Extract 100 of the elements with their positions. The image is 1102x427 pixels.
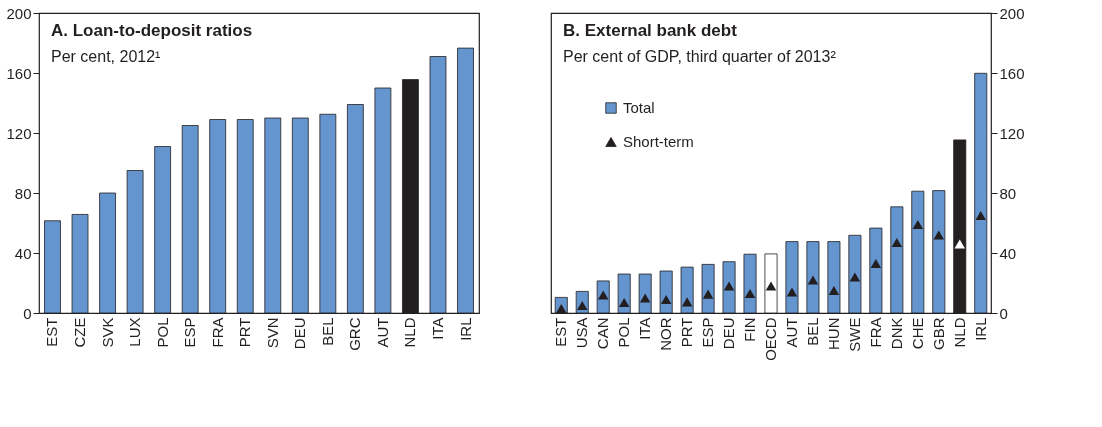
x-tick-label: NLD bbox=[950, 317, 968, 348]
bar bbox=[806, 241, 820, 314]
point bbox=[660, 294, 672, 305]
y2-tick-label: 0 bbox=[999, 304, 1008, 322]
point bbox=[744, 288, 756, 299]
x-tick-label: AUT bbox=[782, 317, 800, 348]
x-tick-label: POL bbox=[615, 317, 633, 348]
x-tick-label: GRC bbox=[346, 317, 364, 351]
bar bbox=[346, 104, 364, 314]
bar bbox=[953, 139, 967, 314]
point bbox=[828, 285, 840, 296]
x-tick-label: BEL bbox=[803, 317, 821, 346]
bar bbox=[827, 241, 841, 314]
bar bbox=[291, 117, 309, 314]
x-tick-label: SVK bbox=[98, 317, 116, 348]
y-tick-label: 120 bbox=[6, 124, 32, 142]
y-tick-label: 40 bbox=[14, 244, 32, 262]
x-tick-label: SVN bbox=[263, 317, 281, 349]
x-tick-label: BEL bbox=[318, 317, 336, 346]
point bbox=[891, 237, 903, 248]
x-tick-label: DEU bbox=[291, 317, 309, 350]
point bbox=[954, 239, 965, 249]
point bbox=[933, 230, 945, 240]
legend-label: Short-term bbox=[623, 133, 694, 150]
point bbox=[723, 281, 735, 291]
chart-title: B. External bank debt bbox=[563, 21, 738, 40]
bar bbox=[236, 119, 254, 314]
x-tick-label: ITA bbox=[636, 317, 654, 340]
bar bbox=[764, 253, 778, 314]
bar bbox=[264, 117, 282, 314]
bar bbox=[890, 206, 904, 314]
x-tick-label: EST bbox=[552, 317, 570, 347]
text: Per cent of GDP, third quarter of 2013² bbox=[563, 48, 837, 65]
x-tick-label: FRA bbox=[208, 317, 226, 348]
x-tick-label: NOR bbox=[657, 317, 675, 351]
bar bbox=[869, 227, 883, 314]
bar bbox=[154, 146, 172, 314]
bar bbox=[429, 56, 447, 314]
y2-tick-label: 80 bbox=[999, 184, 1017, 202]
bar bbox=[126, 170, 144, 314]
bar bbox=[181, 125, 199, 314]
x-tick-label: AUT bbox=[373, 317, 391, 348]
point bbox=[702, 289, 714, 299]
chart-title: A. Loan-to-deposit ratios bbox=[51, 21, 253, 40]
x-tick-label: SWE bbox=[845, 317, 863, 352]
y-tick-label: 200 bbox=[6, 4, 32, 22]
x-tick-label: POL bbox=[153, 317, 171, 348]
x-tick-label: ITA bbox=[428, 317, 446, 340]
x-tick-label: USA bbox=[573, 317, 591, 349]
bar bbox=[974, 72, 988, 314]
y-tick-label: 80 bbox=[14, 184, 32, 202]
y2-tick-label: 120 bbox=[999, 124, 1025, 142]
bar bbox=[99, 192, 116, 314]
bar bbox=[374, 87, 392, 314]
y-tick-label: 0 bbox=[23, 304, 32, 322]
x-tick-label: GBR bbox=[929, 317, 947, 351]
bar bbox=[44, 220, 61, 314]
x-tick-label: FRA bbox=[866, 317, 884, 348]
x-tick-label: HUN bbox=[824, 317, 842, 350]
bar bbox=[722, 261, 736, 314]
x-tick-label: NLD bbox=[401, 317, 419, 348]
x-tick-label: ESP bbox=[699, 317, 717, 348]
x-tick-label: CAN bbox=[594, 317, 612, 350]
x-tick-label: OECD bbox=[762, 317, 779, 361]
bar bbox=[743, 253, 757, 314]
point bbox=[765, 281, 777, 291]
x-tick-label: FIN bbox=[741, 317, 759, 342]
point bbox=[870, 258, 882, 269]
bar bbox=[701, 264, 715, 314]
bar bbox=[659, 270, 673, 314]
bar bbox=[932, 190, 946, 314]
y-tick-label: 160 bbox=[6, 64, 32, 82]
bar bbox=[848, 234, 862, 314]
point bbox=[912, 219, 924, 230]
y2-tick-label: 160 bbox=[999, 64, 1025, 82]
point bbox=[975, 210, 986, 221]
bar bbox=[209, 119, 227, 314]
x-tick-label: CZE bbox=[71, 317, 89, 348]
x-tick-label: PRT bbox=[236, 317, 254, 348]
x-tick-label: EST bbox=[43, 317, 61, 347]
point bbox=[849, 272, 861, 282]
x-tick-label: IRL bbox=[971, 317, 989, 341]
bar bbox=[71, 214, 89, 314]
bar bbox=[319, 113, 337, 314]
x-tick-label: DNK bbox=[887, 317, 905, 350]
legend-label: Total bbox=[623, 99, 655, 116]
x-tick-label: DEU bbox=[720, 317, 738, 350]
text: Per cent, 2012¹ bbox=[51, 48, 161, 65]
x-tick-label: CHE bbox=[908, 317, 926, 350]
point bbox=[807, 275, 819, 285]
x-tick-label: PRT bbox=[678, 317, 696, 348]
point bbox=[786, 287, 798, 297]
point bbox=[681, 297, 693, 307]
x-tick-label: LUX bbox=[126, 317, 144, 347]
bar bbox=[680, 266, 694, 314]
bar bbox=[402, 79, 419, 314]
bar bbox=[911, 190, 925, 314]
bar bbox=[785, 241, 799, 314]
y2-tick-label: 40 bbox=[999, 244, 1017, 262]
x-tick-label: ESP bbox=[181, 317, 199, 348]
